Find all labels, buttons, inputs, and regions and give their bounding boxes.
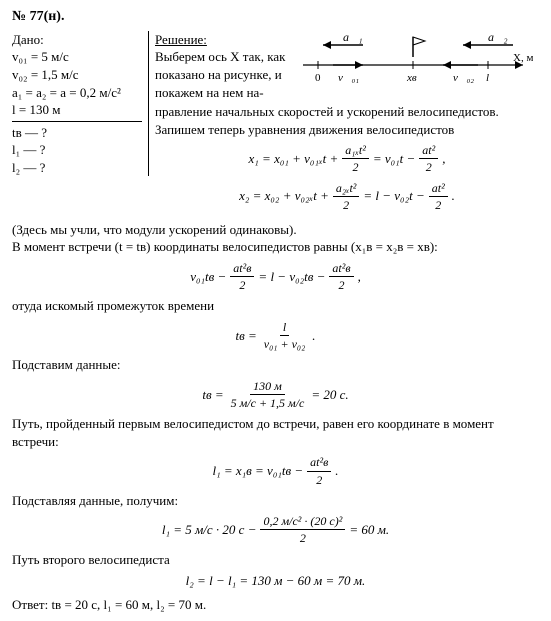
para9: Путь второго велосипедиста bbox=[12, 551, 539, 569]
equation-1: x₁ = x₀₁ + v₀₁ₓt + a₁ₓt²2 = v₀₁t − at²2 … bbox=[155, 142, 539, 175]
axis-diagram: a⃗₁ a⃗₂ X, м 0 bbox=[303, 33, 533, 97]
solution-column: Решение: Выберем ось X так, как показано… bbox=[149, 31, 539, 217]
equation-8: l₂ = l − l₁ = 130 м − 60 м = 70 м. bbox=[12, 572, 539, 590]
para7: Путь, пройденный первым велосипедистом д… bbox=[12, 415, 539, 450]
given-column: Дано: v₀₁ = 5 м/с v₀₂ = 1,5 м/с a₁ = a₂ … bbox=[12, 31, 149, 176]
given-v01: v₀₁ = 5 м/с bbox=[12, 48, 142, 66]
solution-intro1: Выберем ось X так, как показано на рисун… bbox=[155, 48, 295, 101]
equation-5: tв = 130 м5 м/с + 1,5 м/с = 20 с. bbox=[12, 378, 539, 411]
equation-3: v₀₁tв − at²в2 = l − v₀₂tв − at²в2 , bbox=[12, 260, 539, 293]
solution-intro-cont: правление начальных скоростей и ускорени… bbox=[155, 103, 539, 121]
solution-label: Решение: bbox=[155, 32, 207, 47]
given-q2: l₁ — ? bbox=[12, 141, 142, 159]
l-label: l bbox=[486, 72, 489, 84]
xv-label: xв bbox=[406, 72, 417, 84]
axis-label: X, м bbox=[513, 52, 533, 64]
problem-number: № 77(н). bbox=[12, 8, 539, 27]
para5: отуда искомый промежуток времени bbox=[12, 297, 539, 315]
answer: Ответ: tв = 20 с, l₁ = 60 м, l₂ = 70 м. bbox=[12, 596, 539, 614]
given-q3: l₂ — ? bbox=[12, 159, 142, 177]
top-section: Дано: v₀₁ = 5 м/с v₀₂ = 1,5 м/с a₁ = a₂ … bbox=[12, 31, 539, 217]
solution-para2: Запишем теперь уравнения движения велоси… bbox=[155, 121, 539, 139]
zero-label: 0 bbox=[315, 72, 321, 84]
a1-label: a⃗₁ bbox=[343, 33, 363, 44]
equation-4: tв = lv₀₁ + v₀₂ . bbox=[12, 319, 539, 352]
given-q1: tв — ? bbox=[12, 124, 142, 142]
separator bbox=[12, 121, 142, 122]
equation-2: x₂ = x₀₂ + v₀₂ₓt + a₂ₓt²2 = l − v₀₂t − a… bbox=[155, 180, 539, 213]
given-v02: v₀₂ = 1,5 м/с bbox=[12, 66, 142, 84]
para8: Подставляя данные, получим: bbox=[12, 492, 539, 510]
para6: Подставим данные: bbox=[12, 356, 539, 374]
equation-6: l₁ = x₁в = v₀₁tв − at²в2 . bbox=[12, 454, 539, 487]
v02-label: v⃗₀₂ bbox=[453, 72, 474, 84]
equation-7: l₁ = 5 м/с · 20 с − 0,2 м/с² · (20 с)²2 … bbox=[12, 513, 539, 546]
a2-label: a⃗₂ bbox=[488, 33, 508, 44]
given-l: l = 130 м bbox=[12, 101, 142, 119]
body-text: (Здесь мы учли, что модули ускорений оди… bbox=[12, 221, 539, 613]
v01-label: v⃗₀₁ bbox=[338, 72, 359, 84]
given-a: a₁ = a₂ = a = 0,2 м/с² bbox=[12, 84, 142, 102]
para3: (Здесь мы учли, что модули ускорений оди… bbox=[12, 221, 539, 239]
para4: В момент встречи (t = tв) координаты вел… bbox=[12, 238, 539, 256]
given-label: Дано: bbox=[12, 31, 142, 49]
